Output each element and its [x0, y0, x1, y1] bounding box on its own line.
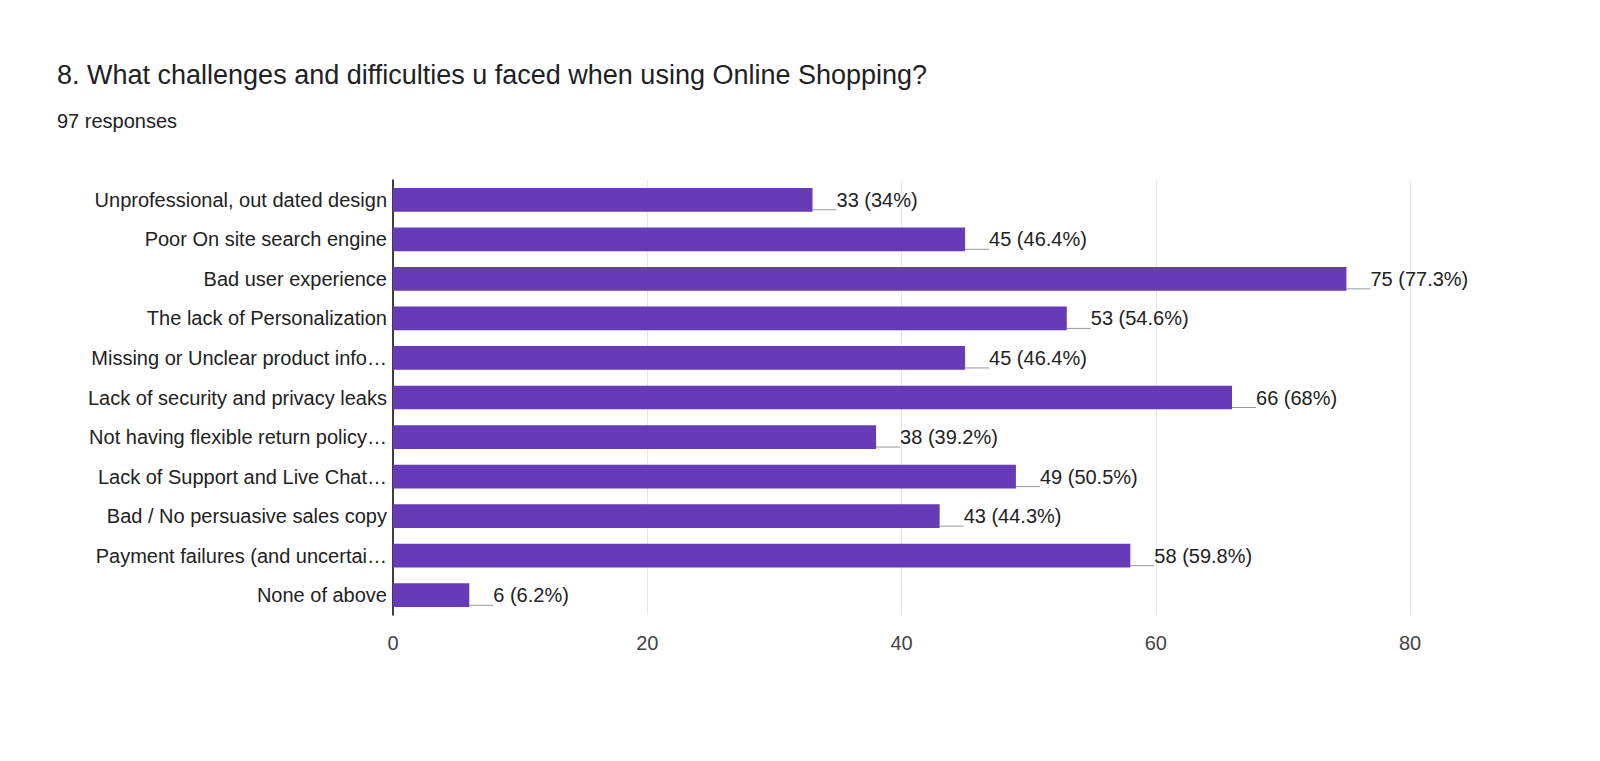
svg-text:58 (59.8%): 58 (59.8%)	[1154, 545, 1252, 567]
svg-text:0: 0	[387, 632, 398, 654]
svg-text:53 (54.6%): 53 (54.6%)	[1091, 307, 1189, 329]
svg-text:43 (44.3%): 43 (44.3%)	[964, 505, 1062, 527]
svg-text:45 (46.4%): 45 (46.4%)	[989, 228, 1087, 250]
svg-text:6 (6.2%): 6 (6.2%)	[493, 584, 569, 606]
svg-text:33 (34%): 33 (34%)	[837, 189, 918, 211]
svg-text:Bad / No persuasive sales copy: Bad / No persuasive sales copy	[107, 505, 387, 527]
svg-text:Poor On site search engine: Poor On site search engine	[145, 228, 387, 250]
svg-text:38 (39.2%): 38 (39.2%)	[900, 426, 998, 448]
svg-text:80: 80	[1399, 632, 1421, 654]
svg-text:None of above: None of above	[257, 584, 387, 606]
svg-text:Bad user experience: Bad user experience	[204, 268, 387, 290]
svg-text:49 (50.5%): 49 (50.5%)	[1040, 466, 1138, 488]
svg-text:45 (46.4%): 45 (46.4%)	[989, 347, 1087, 369]
svg-text:66 (68%): 66 (68%)	[1256, 387, 1337, 409]
svg-text:The lack of Personalization: The lack of Personalization	[147, 307, 387, 329]
svg-text:20: 20	[636, 632, 658, 654]
svg-text:Payment failures (and uncertai: Payment failures (and uncertai…	[96, 545, 387, 567]
svg-text:8. What challenges and difficu: 8. What challenges and difficulties u fa…	[57, 60, 927, 90]
svg-text:Unprofessional, out dated desi: Unprofessional, out dated design	[95, 189, 387, 211]
svg-text:Not having flexible return pol: Not having flexible return policy…	[89, 426, 387, 448]
svg-text:97 responses: 97 responses	[57, 110, 177, 132]
svg-text:Missing or Unclear product inf: Missing or Unclear product info…	[91, 347, 387, 369]
svg-text:40: 40	[890, 632, 912, 654]
svg-text:75 (77.3%): 75 (77.3%)	[1370, 268, 1468, 290]
svg-text:60: 60	[1145, 632, 1167, 654]
svg-text:Lack of security and privacy l: Lack of security and privacy leaks	[88, 387, 387, 409]
svg-text:Lack of Support and Live Chat…: Lack of Support and Live Chat…	[98, 466, 387, 488]
